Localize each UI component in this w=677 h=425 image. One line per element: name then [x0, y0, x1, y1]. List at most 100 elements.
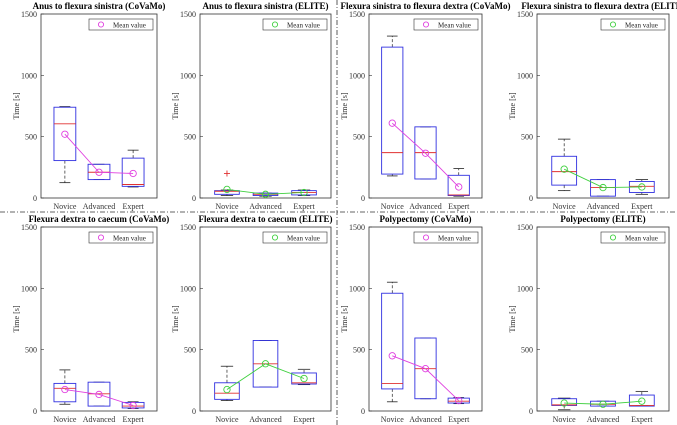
x-tick-label: Novice [215, 415, 239, 424]
y-tick-label: 0 [33, 407, 37, 416]
mean-marker [61, 385, 69, 394]
legend-mean-icon [97, 21, 105, 28]
legend-box [88, 231, 154, 244]
chart-panel: Anus to flexura sinistra (ELITE) 0 500 1000… [171, 1, 332, 211]
x-tick-label: Novice [381, 415, 405, 424]
x-tick-label: Novice [215, 202, 239, 211]
box [551, 155, 578, 186]
box [53, 106, 77, 162]
axes-box [536, 13, 670, 199]
y-tick-label: 1000 [517, 284, 533, 293]
x-tick-label: Novice [53, 415, 77, 424]
y-tick-label: 500 [353, 133, 365, 142]
legend-mean-icon [609, 21, 617, 28]
chart-panel: Anus to flexura sinistra (CoVaMo) 0 500 100… [12, 1, 165, 211]
legend-mean-icon [422, 21, 430, 28]
mean-marker [388, 119, 396, 127]
y-axis-label: Time [s] [508, 92, 517, 119]
legend-label: Mean value [113, 234, 146, 242]
y-tick-label: 500 [353, 346, 365, 355]
y-tick-label: 1500 [517, 223, 533, 232]
y-tick-label: 500 [521, 346, 533, 355]
mean-marker [223, 385, 231, 394]
mean-marker [95, 168, 103, 176]
x-tick-label: Novice [381, 202, 405, 211]
outlier-marker [223, 170, 230, 177]
axes-box [368, 13, 483, 199]
x-tick-label: Expert [122, 415, 144, 424]
y-axis-label: Time [s] [508, 305, 517, 332]
legend-label: Mean value [113, 21, 146, 29]
legend-label: Mean value [438, 234, 471, 242]
x-tick-label: Advanced [249, 415, 281, 424]
mean-line [226, 363, 305, 390]
y-tick-label: 0 [529, 407, 533, 416]
x-tick-label: Advanced [587, 202, 619, 211]
x-tick-label: Advanced [409, 202, 441, 211]
legend-label: Mean value [287, 234, 320, 242]
y-tick-label: 1500 [349, 223, 365, 232]
y-tick-label: 1500 [180, 223, 196, 232]
y-tick-label: 1000 [517, 71, 533, 80]
legend-box [262, 231, 328, 244]
y-tick-label: 1500 [21, 10, 37, 19]
box [628, 394, 655, 407]
chart-title: Anus to flexura sinistra (CoVaMo) [33, 1, 166, 11]
chart-title: Flexura dextra to caecum (CoVaMo) [29, 214, 170, 224]
x-tick-label: Advanced [83, 415, 115, 424]
chart-title: Polypectomy (CoVaMo) [380, 214, 472, 224]
x-tick-label: Advanced [409, 415, 441, 424]
mean-marker [300, 374, 308, 383]
y-tick-label: 1500 [349, 10, 365, 19]
mean-marker [129, 169, 137, 178]
box [381, 46, 404, 175]
chart-title: Flexura sinistra to flexura dextra (CoVa… [341, 1, 511, 11]
box [447, 174, 470, 196]
mean-line [226, 188, 305, 195]
y-tick-label: 0 [529, 194, 533, 203]
chart-panel: Polypectomy (CoVaMo) 0 500 1000 1500 Time [s]… [340, 214, 483, 424]
chart-panel: Flexura sinistra to flexura dextra (CoVa… [340, 1, 510, 211]
legend-mean-icon [422, 234, 430, 241]
chart-panel: Flexura dextra to caecum (CoVaMo) 0 500 100… [12, 214, 169, 424]
chart-panel: Flexura dextra to caecum (ELITE) 0 500 1000… [171, 214, 332, 424]
legend-label: Mean value [625, 21, 658, 29]
mean-marker [61, 130, 69, 138]
x-tick-label: Expert [631, 202, 653, 211]
chart-panel: Polypectomy (ELITE) 0 500 1000 1500 Time [s] N… [508, 214, 670, 424]
y-tick-label: 500 [521, 133, 533, 142]
y-tick-label: 1000 [21, 284, 37, 293]
y-tick-label: 500 [184, 346, 196, 355]
y-tick-label: 500 [25, 346, 37, 355]
x-tick-label: Expert [631, 415, 653, 424]
legend-label: Mean value [287, 21, 320, 29]
x-tick-label: Expert [293, 202, 315, 211]
box [381, 292, 404, 390]
x-tick-label: Novice [553, 202, 577, 211]
y-tick-label: 500 [25, 133, 37, 142]
legend-mean-icon [97, 234, 105, 241]
y-axis-label: Time [s] [12, 92, 21, 119]
y-axis-label: Time [s] [340, 305, 349, 332]
box [214, 190, 240, 195]
x-tick-label: Expert [293, 415, 315, 424]
mean-line [563, 168, 642, 189]
mean-marker [455, 396, 463, 405]
y-axis-label: Time [s] [171, 92, 180, 119]
legend-box [413, 231, 479, 244]
y-tick-label: 1000 [180, 71, 196, 80]
axes-box [40, 226, 158, 412]
box [291, 372, 317, 385]
legend-box [600, 231, 666, 244]
y-tick-label: 1500 [180, 10, 196, 19]
legend-label: Mean value [625, 234, 658, 242]
mean-marker [599, 183, 607, 192]
chart-title: Flexura sinistra to flexura dextra (ELIT… [521, 1, 677, 11]
mean-marker [95, 390, 103, 399]
legend-mean-icon [271, 21, 279, 28]
mean-marker [560, 165, 568, 173]
axes-box [368, 226, 483, 412]
mean-line [392, 355, 460, 401]
y-axis-label: Time [s] [340, 92, 349, 119]
